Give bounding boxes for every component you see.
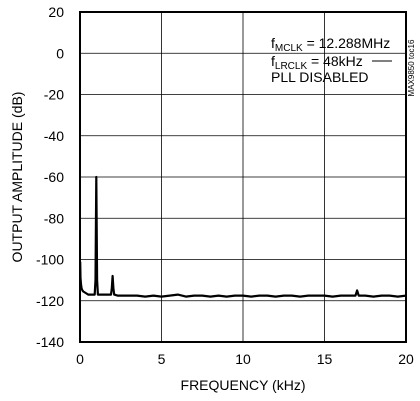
x-tick-label: 0 bbox=[76, 351, 84, 367]
grid-lines bbox=[80, 12, 406, 342]
x-axis-label: FREQUENCY (kHz) bbox=[181, 377, 306, 393]
y-tick-label: -80 bbox=[44, 210, 64, 226]
y-tick-label: -120 bbox=[36, 293, 64, 309]
y-tick-label: -100 bbox=[36, 252, 64, 268]
y-axis-label: OUTPUT AMPLITUDE (dB) bbox=[9, 92, 25, 263]
x-tick-label: 5 bbox=[158, 351, 166, 367]
y-tick-label: -140 bbox=[36, 334, 64, 350]
figure-id: MAX9850 toc16 bbox=[407, 39, 416, 96]
x-tick-label: 10 bbox=[235, 351, 251, 367]
plot-frame bbox=[79, 11, 407, 343]
series-line bbox=[79, 175, 407, 298]
tick-labels: 20 0 -20 -40 -60 -80 -100 -120 -140 0 5 10 15 20 bbox=[36, 4, 414, 367]
x-tick-label: 20 bbox=[398, 351, 414, 367]
annotation-pll: PLL DISABLED bbox=[271, 69, 369, 85]
y-tick-label: 0 bbox=[56, 45, 64, 61]
y-tick-label: -20 bbox=[44, 87, 64, 103]
y-tick-label: -60 bbox=[44, 169, 64, 185]
x-tick-label: 15 bbox=[317, 351, 333, 367]
annotation-mclk: fMCLK = 12.288MHz bbox=[271, 35, 390, 54]
annotation-block: fMCLK = 12.288MHz fLRCLK = 48kHz PLL DIS… bbox=[271, 35, 392, 85]
y-tick-label: 20 bbox=[48, 4, 64, 20]
y-tick-label: -40 bbox=[44, 128, 64, 144]
annotation-lrclk: fLRCLK = 48kHz bbox=[271, 53, 363, 72]
